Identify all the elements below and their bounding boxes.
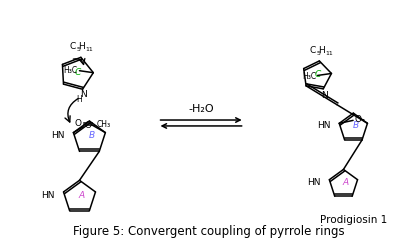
Text: C: C xyxy=(70,42,76,51)
Text: CH₃: CH₃ xyxy=(96,120,110,129)
Text: HN: HN xyxy=(51,131,65,140)
Text: H: H xyxy=(78,42,85,51)
Text: C: C xyxy=(75,68,80,77)
Text: N: N xyxy=(80,90,87,99)
Text: C: C xyxy=(309,46,316,55)
Text: C: C xyxy=(315,70,321,79)
Text: A: A xyxy=(342,178,349,187)
Text: B: B xyxy=(352,122,358,130)
Text: Prodigiosin 1: Prodigiosin 1 xyxy=(320,215,387,225)
Text: HN: HN xyxy=(317,122,331,130)
Text: Figure 5: Convergent coupling of pyrrole rings: Figure 5: Convergent coupling of pyrrole… xyxy=(73,225,345,238)
Text: H₃C: H₃C xyxy=(303,72,317,81)
Text: HN: HN xyxy=(307,178,321,187)
Text: 11: 11 xyxy=(86,47,93,52)
Text: O: O xyxy=(75,119,82,128)
Text: A: A xyxy=(78,191,85,200)
Text: 5: 5 xyxy=(316,51,320,56)
Text: O: O xyxy=(354,115,361,124)
Text: -H₂O: -H₂O xyxy=(188,104,214,114)
Text: –: – xyxy=(360,114,365,124)
Text: H: H xyxy=(318,46,325,55)
Text: HN: HN xyxy=(41,191,55,200)
Text: B: B xyxy=(88,131,94,140)
Text: H: H xyxy=(77,95,83,104)
Text: 11: 11 xyxy=(325,51,333,56)
Text: 5: 5 xyxy=(77,47,81,52)
Text: –: – xyxy=(91,120,96,130)
Text: N: N xyxy=(321,91,328,100)
Text: H₃C: H₃C xyxy=(63,66,78,75)
Text: O: O xyxy=(84,121,91,130)
